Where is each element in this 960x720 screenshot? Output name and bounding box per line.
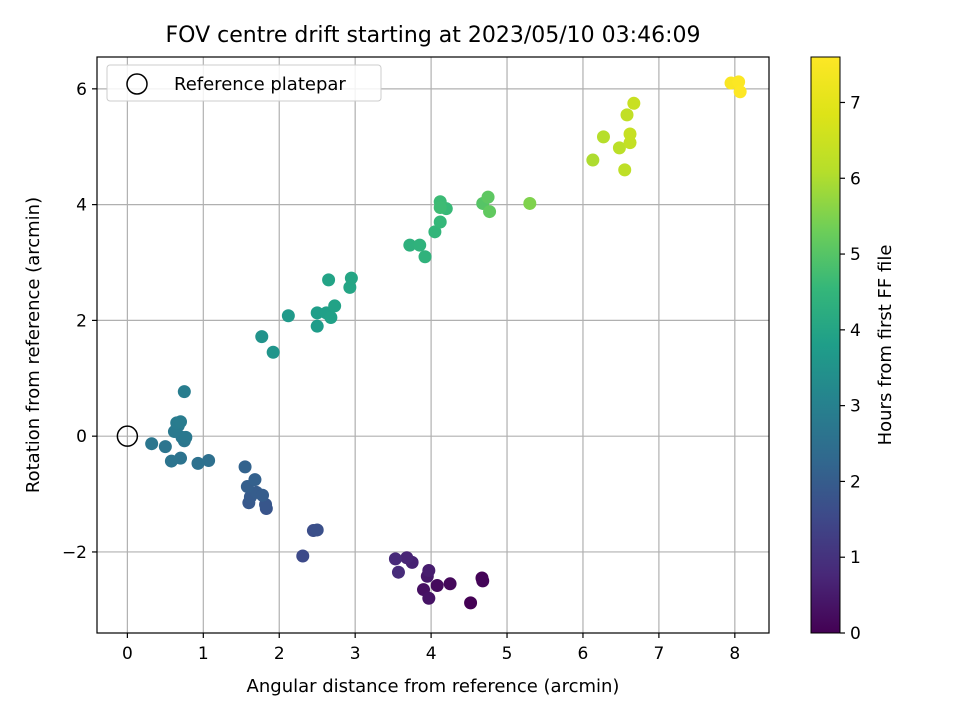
x-tick-label: 6 [578, 644, 589, 664]
data-point [310, 523, 324, 537]
y-tick-label: 6 [76, 80, 87, 100]
data-point [255, 330, 269, 344]
data-point [328, 299, 342, 313]
data-point [400, 551, 414, 565]
chart-title: FOV centre drift starting at 2023/05/10 … [166, 23, 701, 48]
data-point [464, 596, 478, 610]
colorbar-label: Hours from first FF file [875, 245, 896, 446]
x-axis-ticks: 0 1 2 3 4 5 6 7 8 [122, 633, 740, 664]
data-point [418, 250, 432, 264]
colorbar: 0 1 2 3 4 5 6 7 Hours from first FF file [810, 56, 896, 644]
x-tick-label: 0 [122, 644, 133, 664]
data-point [443, 577, 457, 591]
data-point [413, 238, 427, 252]
colorbar-tick-label: 2 [850, 472, 861, 492]
data-point [310, 319, 324, 333]
data-point [266, 345, 280, 359]
data-point [256, 488, 270, 502]
x-axis-label: Angular distance from reference (arcmin) [247, 676, 620, 697]
data-point [191, 456, 205, 470]
data-point [483, 205, 497, 219]
colorbar-tick-label: 1 [850, 548, 861, 568]
legend: Reference platepar [106, 64, 382, 102]
data-point [476, 574, 490, 588]
data-point [618, 163, 632, 177]
data-point [422, 591, 436, 605]
data-point [248, 473, 262, 487]
data-point [623, 127, 637, 141]
y-tick-label: 4 [76, 196, 87, 216]
plot-frame [96, 56, 770, 634]
legend-entry-label: Reference platepar [174, 74, 346, 95]
data-point [388, 552, 402, 566]
y-tick-label: 2 [76, 311, 87, 331]
data-point [179, 430, 193, 444]
colorbar-tick-label: 6 [850, 169, 861, 189]
data-point [733, 85, 747, 99]
x-tick-label: 7 [653, 644, 664, 664]
colorbar-tick-label: 4 [850, 321, 861, 341]
colorbar-tick-label: 3 [850, 397, 861, 417]
data-point [238, 460, 252, 474]
data-point [322, 273, 336, 287]
data-point [403, 238, 417, 252]
y-axis-label: Rotation from reference (arcmin) [23, 197, 44, 493]
x-tick-label: 3 [350, 644, 361, 664]
data-point [174, 415, 188, 429]
data-point [428, 225, 442, 239]
y-axis-ticks: −2 0 2 4 6 [62, 80, 97, 563]
data-point [612, 141, 626, 155]
x-tick-label: 2 [274, 644, 285, 664]
data-point [344, 271, 358, 285]
colorbar-tick-label: 5 [850, 245, 861, 265]
data-point [164, 454, 178, 468]
colorbar-tick-label: 7 [850, 93, 861, 113]
data-point [324, 311, 338, 325]
data-point [145, 437, 159, 451]
data-point [433, 201, 447, 215]
data-point [310, 306, 324, 320]
x-tick-label: 5 [502, 644, 513, 664]
data-point [391, 565, 405, 579]
colorbar-ticks: 0 1 2 3 4 5 6 7 [840, 93, 861, 644]
data-point [430, 579, 444, 593]
data-point [177, 385, 191, 399]
x-tick-label: 1 [198, 644, 209, 664]
data-point [523, 196, 537, 210]
reference-marker-group [116, 425, 139, 447]
data-point [586, 153, 600, 167]
colorbar-gradient [810, 56, 841, 634]
legend-box [106, 64, 382, 102]
x-tick-label: 8 [729, 644, 740, 664]
x-tick-label: 4 [426, 644, 437, 664]
data-point [422, 563, 436, 577]
data-point [596, 130, 610, 144]
data-point [281, 309, 295, 323]
grid [97, 57, 769, 633]
reference-platepar-marker [116, 425, 139, 447]
y-tick-label: 0 [76, 427, 87, 447]
data-points [145, 75, 747, 610]
legend-hollow-circle-icon [126, 73, 148, 95]
y-tick-label: −2 [62, 543, 87, 563]
data-point [202, 453, 216, 467]
data-point [732, 75, 746, 89]
data-point [296, 549, 310, 563]
data-point [481, 190, 495, 204]
colorbar-tick-label: 0 [850, 624, 861, 644]
data-point [627, 96, 641, 110]
data-point [158, 440, 172, 454]
data-point [433, 215, 447, 229]
data-point [620, 108, 634, 122]
